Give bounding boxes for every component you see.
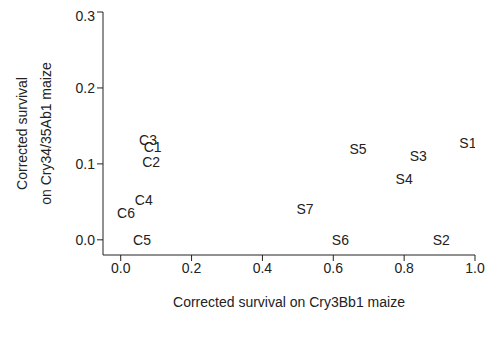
svg-text:S5: S5 (350, 141, 367, 157)
svg-text:S6: S6 (332, 232, 349, 248)
svg-text:on Cry34/35Ab1 maize: on Cry34/35Ab1 maize (38, 62, 54, 205)
svg-text:0.0: 0.0 (76, 232, 96, 248)
svg-text:0.2: 0.2 (76, 80, 96, 96)
svg-text:S1: S1 (459, 135, 475, 151)
svg-text:C5: C5 (133, 232, 151, 248)
svg-text:Corrected survival on Cry3Bb1: Corrected survival on Cry3Bb1 maize (173, 294, 405, 310)
svg-text:C1: C1 (144, 139, 162, 155)
svg-text:S3: S3 (410, 148, 427, 164)
svg-text:S4: S4 (396, 171, 413, 187)
svg-text:S7: S7 (296, 201, 313, 217)
svg-text:1.0: 1.0 (465, 260, 485, 276)
svg-text:0.2: 0.2 (182, 260, 202, 276)
svg-text:0.6: 0.6 (324, 260, 344, 276)
svg-text:Corrected survival: Corrected survival (14, 77, 30, 190)
svg-text:C4: C4 (135, 192, 153, 208)
svg-text:0.1: 0.1 (76, 156, 96, 172)
svg-text:0.8: 0.8 (394, 260, 414, 276)
svg-text:0.4: 0.4 (253, 260, 273, 276)
svg-text:C6: C6 (117, 205, 135, 221)
svg-text:0.3: 0.3 (76, 8, 96, 24)
svg-text:0.0: 0.0 (111, 260, 131, 276)
svg-text:C2: C2 (142, 154, 160, 170)
svg-text:S2: S2 (433, 232, 450, 248)
